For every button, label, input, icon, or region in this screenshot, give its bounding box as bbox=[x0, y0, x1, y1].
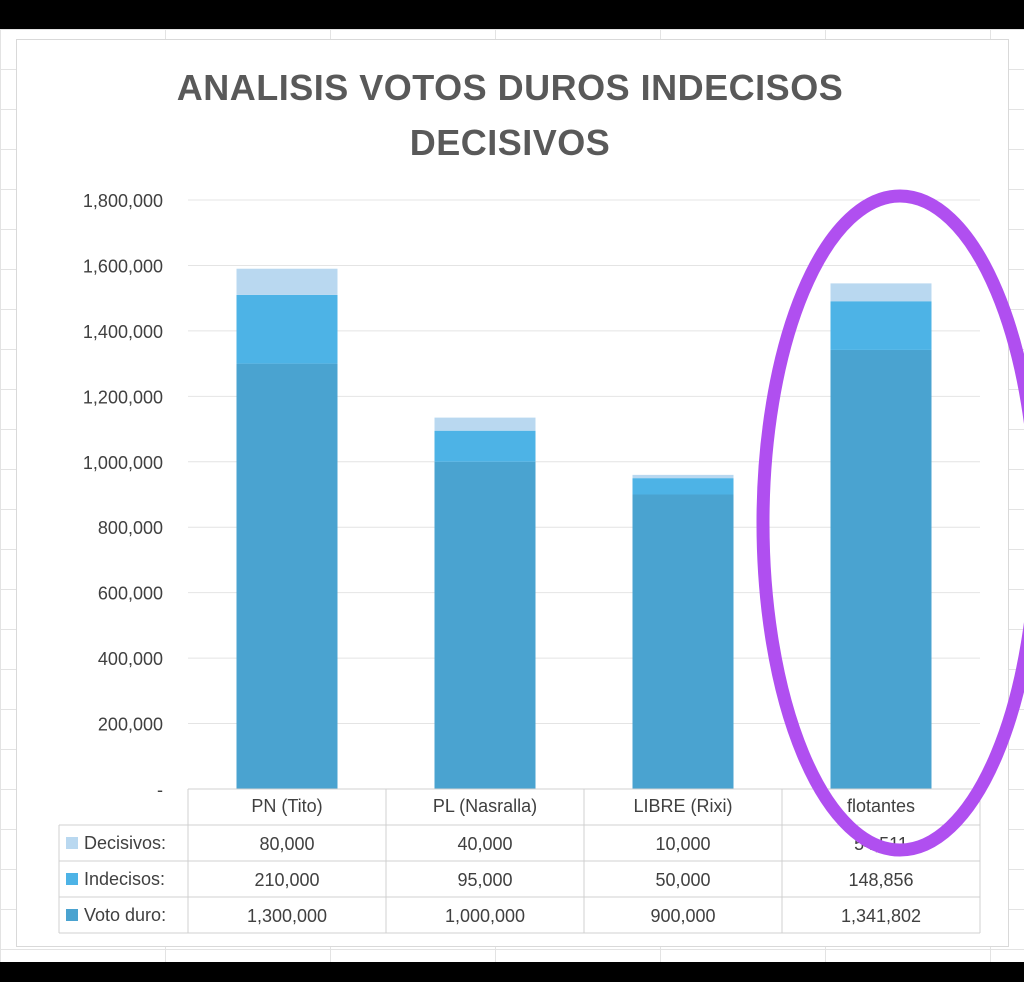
bar-segment bbox=[632, 474, 734, 479]
legend-label: Indecisos: bbox=[84, 869, 165, 889]
y-tick-label: 200,000 bbox=[98, 715, 163, 735]
data-table-value: 210,000 bbox=[254, 870, 319, 890]
y-tick-label: 1,600,000 bbox=[83, 256, 163, 276]
y-tick-label: 800,000 bbox=[98, 518, 163, 538]
data-table-value: 1,000,000 bbox=[445, 906, 525, 926]
legend-label: Voto duro: bbox=[84, 905, 166, 925]
bar-segment bbox=[830, 283, 932, 302]
legend-key bbox=[66, 837, 78, 849]
data-table-value: 10,000 bbox=[655, 834, 710, 854]
x-category-label: PL (Nasralla) bbox=[433, 796, 537, 816]
data-table-value: 40,000 bbox=[457, 834, 512, 854]
y-tick-label: 600,000 bbox=[98, 584, 163, 604]
data-table-value: 1,341,802 bbox=[841, 906, 921, 926]
top-letterbox bbox=[0, 0, 1024, 29]
bar-segment bbox=[632, 494, 734, 789]
chart-title-line-2: DECISIVOS bbox=[410, 122, 611, 163]
data-table-value: 148,856 bbox=[848, 870, 913, 890]
x-category-label: flotantes bbox=[847, 796, 915, 816]
bar-segment bbox=[434, 430, 536, 462]
bar-segment bbox=[434, 417, 536, 431]
y-tick-label: 400,000 bbox=[98, 649, 163, 669]
data-table-value: 900,000 bbox=[650, 906, 715, 926]
data-table-value: 95,000 bbox=[457, 870, 512, 890]
x-category-label: PN (Tito) bbox=[251, 796, 322, 816]
bar-segment bbox=[830, 349, 932, 789]
bar-segment bbox=[830, 301, 932, 350]
y-tick-label: 1,400,000 bbox=[83, 322, 163, 342]
bar-segment bbox=[236, 294, 338, 364]
chart-title-line-1: ANALISIS VOTOS DUROS INDECISOS bbox=[177, 67, 843, 108]
highlight-ellipse bbox=[756, 189, 1024, 857]
data-table-value: 80,000 bbox=[259, 834, 314, 854]
y-tick-label: 1,800,000 bbox=[83, 191, 163, 211]
y-tick-label: - bbox=[157, 780, 163, 800]
legend-key bbox=[66, 873, 78, 885]
y-tick-label: 1,200,000 bbox=[83, 387, 163, 407]
data-table-value: 50,000 bbox=[655, 870, 710, 890]
bar-segment bbox=[236, 268, 338, 295]
bar-segment bbox=[632, 478, 734, 495]
y-tick-label: 1,000,000 bbox=[83, 453, 163, 473]
legend-label: Decisivos: bbox=[84, 833, 166, 853]
bar-segment bbox=[236, 363, 338, 789]
legend-key bbox=[66, 909, 78, 921]
data-table-value: 1,300,000 bbox=[247, 906, 327, 926]
bar-segment bbox=[434, 461, 536, 789]
x-category-label: LIBRE (Rixi) bbox=[633, 796, 732, 816]
bottom-letterbox bbox=[0, 962, 1024, 982]
